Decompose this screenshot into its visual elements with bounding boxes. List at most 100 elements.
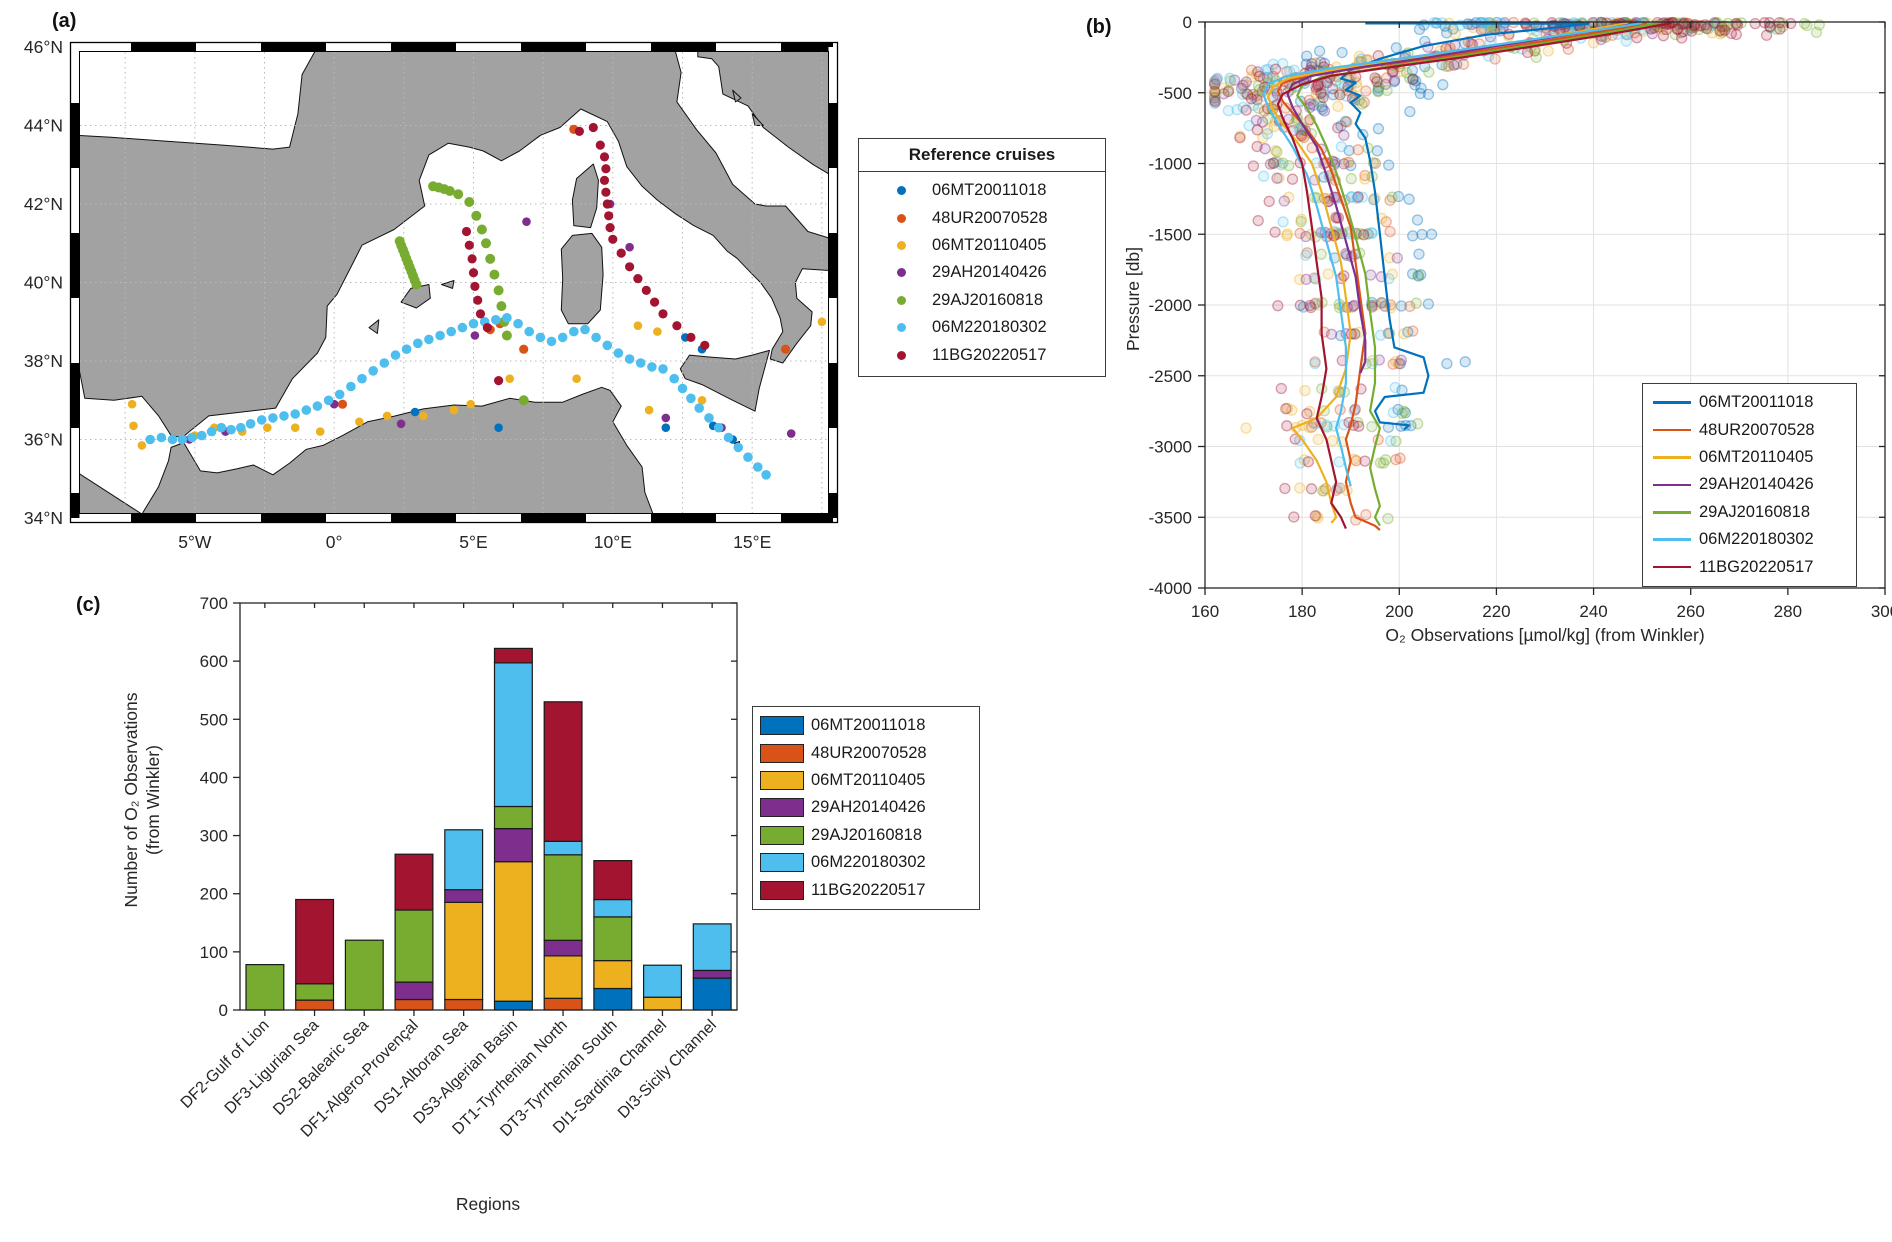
cruise-track-29AJ20160818 <box>394 181 529 406</box>
oxygen-axis-label: O₂ Observations [µmol/kg] (from Winkler) <box>1385 625 1705 645</box>
station-dot <box>470 281 480 291</box>
station-dot <box>641 285 651 295</box>
station-dot <box>604 211 614 221</box>
station-dot <box>482 323 492 333</box>
category-label: DF3-Ligurian Sea <box>222 1017 323 1118</box>
station-dot <box>522 217 531 226</box>
map-layers <box>75 47 833 518</box>
station-dot <box>686 393 696 404</box>
station-dot <box>368 366 379 376</box>
bar-segment-06MT20110405 <box>642 996 682 1011</box>
legend-label: 06M220180302 <box>932 318 1047 337</box>
station-dot <box>602 340 613 351</box>
lon-tick-label: 5°W <box>178 532 212 552</box>
profile-line-06MT20110405 <box>1267 22 1628 524</box>
legend-label: 11BG20220517 <box>811 880 926 899</box>
legend-swatch-06MT20011018 <box>897 186 906 196</box>
cruise-track-11BG20220517 <box>461 122 710 386</box>
station-dot <box>591 332 601 343</box>
landmass-sardinia <box>560 232 604 325</box>
station-dot <box>635 358 646 368</box>
y-tick-label: -3000 <box>1149 438 1192 457</box>
bar-segment-48UR20070528 <box>444 998 484 1011</box>
lat-tick-label: 40°N <box>24 273 63 293</box>
legend-label: 48UR20070528 <box>1699 420 1815 439</box>
station-dot <box>613 348 624 358</box>
bar-segment-11BG20220517 <box>394 853 434 911</box>
station-dot <box>535 332 546 343</box>
station-dot <box>524 326 534 337</box>
station-dot <box>650 297 660 307</box>
y-tick-label: 0 <box>1183 13 1192 32</box>
station-dot <box>501 330 512 341</box>
station-dot <box>337 399 348 409</box>
station-dot <box>658 309 668 319</box>
bar-DF1-Algero-Provençal <box>394 853 434 1011</box>
legend-label: 06MT20110405 <box>811 770 926 789</box>
bar-segment-48UR20070528 <box>394 998 434 1011</box>
station-dot <box>446 326 457 337</box>
legend-row-06MT20011018: 06MT20011018 <box>1643 389 1856 416</box>
legend-label: 06M220180302 <box>811 853 926 872</box>
legend-label: 29AH20140426 <box>811 798 926 817</box>
station-dot <box>268 413 278 423</box>
station-dot <box>470 331 480 340</box>
station-dot <box>519 344 529 354</box>
station-dot <box>424 334 434 345</box>
station-dot <box>468 318 479 329</box>
y-tick-label: 400 <box>200 768 228 787</box>
bar-segment-29AJ20160818 <box>245 964 285 1011</box>
station-dot <box>580 324 590 335</box>
profile-legend: 06MT20011018 48UR20070528 06MT20110405 29AH… <box>1642 383 1857 587</box>
lon-tick-label: 10°E <box>594 532 632 552</box>
landmass-sicily <box>679 349 770 412</box>
station-dot <box>761 470 771 480</box>
bar-segment-29AJ20160818 <box>295 983 335 1001</box>
station-dot <box>137 441 147 450</box>
profile-tick-labels: 160 180 200 220 240 260 280 300 0 -500 -1000 -1500 -… <box>1149 13 1892 621</box>
bar-segment-06M220180302 <box>692 923 732 971</box>
bar-segment-11BG20220517 <box>593 860 633 901</box>
y-tick-label: 100 <box>200 943 228 962</box>
category-label: DF2-Gulf of Lion <box>178 1017 273 1112</box>
station-dot <box>743 452 753 463</box>
bar-DF3-Ligurian Sea <box>295 898 335 1011</box>
station-dot <box>379 358 390 368</box>
legend-label: 29AJ20160818 <box>1699 502 1811 521</box>
station-dot <box>700 340 710 350</box>
landmass-europe <box>75 47 833 438</box>
legend-swatch-06MT20110405 <box>897 240 906 250</box>
legend-swatch-29AH20140426 <box>1653 483 1691 487</box>
legend-swatch-06MT20110405 <box>760 770 804 790</box>
landmass-mallorca <box>400 284 431 309</box>
profile-line-06M220180302 <box>1262 22 1643 487</box>
legend-swatch-11BG20220517 <box>1653 565 1691 569</box>
legend-swatch-06M220180302 <box>1653 538 1691 541</box>
station-dot <box>661 423 671 433</box>
bar-segment-06M220180302 <box>444 829 484 891</box>
station-dot <box>312 401 323 411</box>
x-tick-label: 220 <box>1482 602 1510 621</box>
legend-label: 29AJ20160818 <box>932 290 1044 309</box>
legend-label: 06M220180302 <box>1699 530 1814 549</box>
station-dot <box>245 419 256 429</box>
station-dot <box>572 374 581 384</box>
station-dot <box>466 399 476 409</box>
bar-segment-06MT20110405 <box>493 861 533 1002</box>
station-dot <box>624 354 635 364</box>
legend-label: 06MT20011018 <box>932 181 1047 200</box>
station-dot <box>601 164 611 174</box>
station-dot <box>346 381 356 392</box>
y-tick-label: 300 <box>200 827 228 846</box>
station-dot <box>677 383 688 394</box>
station-dot <box>410 407 420 417</box>
legend-row-06M220180302: 06M220180302 <box>859 314 1105 341</box>
station-dot <box>672 321 682 331</box>
station-dot <box>129 421 138 431</box>
legend-row-48UR20070528: 48UR20070528 <box>753 739 979 766</box>
legend-label: 11BG20220517 <box>1699 557 1814 576</box>
station-dot <box>686 332 696 342</box>
bar-segment-06MT20110405 <box>543 955 583 999</box>
station-dot <box>704 413 714 423</box>
barchart-y-axis-label: Number of O₂ Observations (from Winkler) <box>120 550 164 1050</box>
